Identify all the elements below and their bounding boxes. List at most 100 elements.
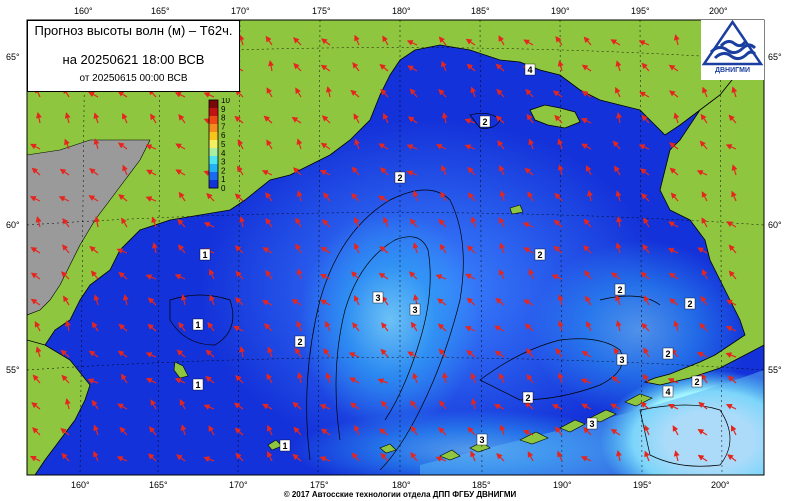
wave-direction-arrow <box>319 169 331 176</box>
contour-label: 4 <box>527 65 532 75</box>
logo-text: ДВНИГМИ <box>715 67 750 74</box>
wave-direction-arrow <box>667 403 679 410</box>
wave-direction-arrow <box>522 429 534 436</box>
wave-direction-arrow <box>551 404 563 410</box>
lon-label: 165° <box>149 480 168 490</box>
wave-direction-arrow <box>235 270 244 280</box>
wave-direction-arrow <box>466 63 476 72</box>
wave-direction-arrow <box>581 64 592 72</box>
wave-direction-arrow <box>644 424 650 436</box>
wave-direction-arrow <box>380 88 389 98</box>
wave-direction-arrow <box>292 401 302 410</box>
scale-color-step <box>209 140 218 149</box>
wave-direction-arrow <box>351 166 360 176</box>
wave-direction-arrow <box>60 271 70 280</box>
wave-direction-arrow <box>439 400 447 410</box>
wave-direction-arrow <box>697 454 708 462</box>
wave-direction-arrow <box>557 164 564 176</box>
wave-direction-arrow <box>90 270 99 280</box>
wave-direction-arrow <box>466 297 476 306</box>
wave-direction-arrow <box>296 138 303 150</box>
contour-labels: 2 2 4 1 1 2 3 3 2 2 2 2 3 2 1 3 1 3 4 2 <box>192 63 703 452</box>
lon-label: 180° <box>392 480 411 490</box>
wave-direction-arrow <box>296 190 303 202</box>
wave-direction-arrow <box>320 64 331 72</box>
wave-direction-arrow <box>524 323 534 332</box>
wave-direction-arrow <box>581 403 592 410</box>
wave-direction-arrow <box>555 347 563 358</box>
lon-label: 185° <box>472 480 491 490</box>
wave-direction-arrow <box>354 424 360 436</box>
wave-direction-arrow <box>320 142 331 150</box>
wave-direction-arrow <box>435 456 447 462</box>
wave-direction-arrow <box>727 454 737 462</box>
wave-direction-arrow <box>583 218 592 228</box>
wave-direction-arrow <box>641 193 650 202</box>
wave-direction-arrow <box>700 295 708 306</box>
wave-direction-arrow <box>266 139 273 150</box>
wave-direction-arrow <box>610 39 621 46</box>
map-border <box>26 19 765 476</box>
wave-direction-arrow <box>615 190 622 202</box>
wave-direction-arrow <box>174 92 186 98</box>
wave-direction-arrow <box>237 139 244 150</box>
contour-label: 2 <box>525 393 530 403</box>
lat-label: 65° <box>6 52 20 62</box>
wave-direction-arrow <box>409 88 418 98</box>
wave-direction-arrow <box>668 90 679 98</box>
wave-direction-arrow <box>348 352 360 358</box>
wave-direction-arrow <box>495 115 505 124</box>
lon-label: 195° <box>631 6 650 16</box>
wave-direction-arrow <box>496 452 505 462</box>
wave-direction-arrow <box>209 294 215 306</box>
wave-direction-arrow <box>524 167 534 176</box>
wave-direction-arrow <box>32 374 41 384</box>
contour-label: 1 <box>202 250 207 260</box>
wave-direction-arrow <box>208 425 215 436</box>
wave-direction-arrow <box>499 372 505 384</box>
lon-label: 200° <box>711 480 730 490</box>
wave-direction-arrow <box>727 375 737 384</box>
wave-direction-arrow <box>441 60 447 72</box>
wave-direction-arrow <box>293 37 302 46</box>
wave-direction-arrow <box>726 299 737 306</box>
wave-direction-arrow <box>354 242 360 254</box>
wave-direction-arrow <box>147 323 157 332</box>
wave-direction-arrow <box>437 323 447 332</box>
scale-tick-label: 4 <box>221 149 226 158</box>
wave-direction-arrow <box>611 376 621 384</box>
wave-direction-arrow <box>667 248 679 254</box>
forecast-info-box: Прогноз высоты волн (м) – T62ч. на 20250… <box>27 20 240 92</box>
wave-direction-arrow <box>616 215 622 228</box>
wave-direction-arrow <box>59 168 70 176</box>
wave-direction-arrow <box>263 323 273 332</box>
wave-direction-arrow <box>320 299 331 306</box>
wave-direction-arrow <box>64 320 71 332</box>
wave-direction-arrow <box>174 274 186 280</box>
wave-direction-arrow <box>174 378 186 384</box>
wave-direction-arrow <box>234 427 244 436</box>
wave-direction-arrow <box>296 268 303 280</box>
scale-tick-label: 8 <box>221 114 226 123</box>
wave-direction-arrow <box>580 456 592 462</box>
wave-direction-arrow <box>725 326 737 332</box>
wave-direction-arrow <box>265 192 273 202</box>
wave-direction-arrow <box>379 63 389 72</box>
wave-direction-arrow <box>265 35 273 46</box>
wave-direction-arrow <box>321 219 331 228</box>
wave-direction-arrow <box>265 218 273 228</box>
wave-direction-arrow <box>380 400 389 410</box>
wave-direction-arrow <box>119 426 128 436</box>
wave-direction-arrow <box>177 244 186 254</box>
wave-direction-arrow <box>412 242 419 254</box>
wave-direction-arrow <box>93 138 100 150</box>
contour-label: 3 <box>375 293 380 303</box>
wave-direction-arrows <box>29 34 738 463</box>
wave-direction-arrow <box>669 167 679 176</box>
contour-label: 4 <box>665 387 670 397</box>
contour-label: 1 <box>195 380 200 390</box>
wave-direction-arrow <box>499 190 506 202</box>
wave-direction-arrow <box>62 218 70 228</box>
wave-direction-arrow <box>668 221 679 228</box>
contour-label: 3 <box>412 305 417 315</box>
